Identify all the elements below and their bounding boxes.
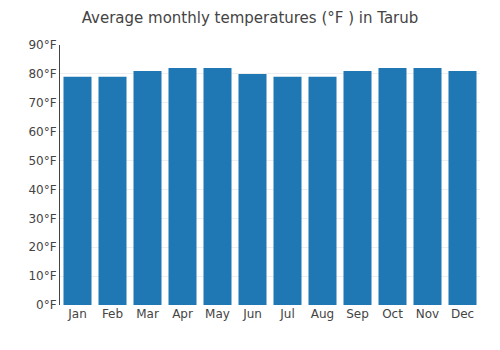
svg-text:Dec: Dec	[451, 307, 474, 321]
svg-text:Aug: Aug	[311, 307, 334, 321]
svg-text:40°F: 40°F	[28, 183, 56, 197]
svg-text:0°F: 0°F	[36, 298, 57, 312]
svg-text:Nov: Nov	[416, 307, 439, 321]
svg-text:May: May	[205, 307, 230, 321]
svg-text:Jul: Jul	[279, 307, 294, 321]
svg-text:80°F: 80°F	[28, 67, 56, 81]
svg-text:Jan: Jan	[67, 307, 87, 321]
svg-text:Apr: Apr	[172, 307, 193, 321]
svg-text:60°F: 60°F	[28, 125, 56, 139]
svg-text:Oct: Oct	[382, 307, 403, 321]
svg-text:90°F: 90°F	[28, 38, 56, 52]
svg-text:70°F: 70°F	[28, 96, 56, 110]
svg-text:Average monthly temperatures (: Average monthly temperatures (°F ) in Ta…	[82, 9, 419, 27]
svg-text:Sep: Sep	[346, 307, 369, 321]
svg-text:Jun: Jun	[242, 307, 262, 321]
svg-text:Mar: Mar	[136, 307, 159, 321]
svg-text:20°F: 20°F	[28, 240, 56, 254]
svg-text:30°F: 30°F	[28, 212, 56, 226]
svg-text:Feb: Feb	[102, 307, 123, 321]
svg-text:10°F: 10°F	[28, 269, 56, 283]
svg-text:50°F: 50°F	[28, 154, 56, 168]
